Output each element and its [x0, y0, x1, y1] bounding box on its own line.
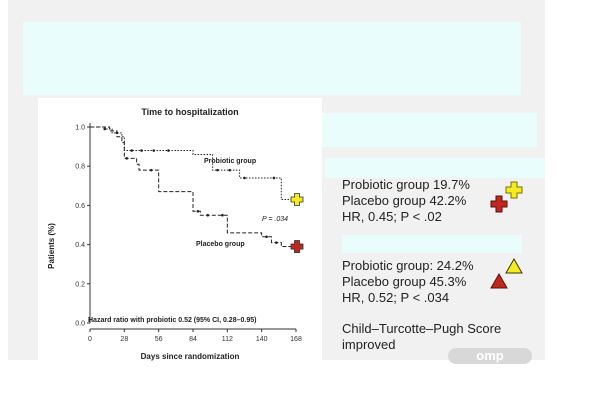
result2-probiotic: Probiotic group: 24.2% [342, 258, 474, 273]
chart-title: Time to hospitalization [141, 107, 238, 117]
y-tick-label: 0.6 [75, 203, 85, 210]
censor-mark [206, 213, 210, 217]
censor-mark [275, 241, 278, 244]
section-band-2 [342, 235, 522, 253]
censor-mark [228, 168, 232, 172]
red-triangle-shape [490, 273, 508, 289]
yellow-triangle-icon [505, 258, 523, 274]
yellow-cross-icon [505, 181, 523, 199]
x-tick-label: 112 [222, 336, 233, 343]
placebo-end-marker [290, 240, 304, 253]
red-triangle-icon [490, 273, 508, 289]
x-tick-label: 0 [88, 336, 92, 343]
censor-mark [150, 168, 153, 172]
censor-mark [140, 149, 143, 152]
series-line-placebo [90, 126, 296, 248]
p-value-annotation: P = .034 [262, 216, 288, 223]
censor-mark [152, 149, 156, 152]
result1-probiotic: Probiotic group 19.7% [342, 177, 470, 192]
yellow-cross-shape [505, 181, 523, 199]
x-tick-label: 28 [120, 336, 128, 343]
ctp-improved: Child–Turcotte–Pugh Score improved [342, 321, 502, 352]
result2-hr: HR, 0.52; P < .034 [342, 290, 450, 305]
subheader-band [302, 113, 537, 147]
censor-mark [272, 176, 276, 180]
result2-placebo: Placebo group 45.3% [342, 274, 467, 289]
censor-mark [265, 235, 268, 239]
series-line-probiotic [90, 126, 296, 201]
x-tick-label: 84 [189, 336, 197, 343]
censor-mark [196, 209, 200, 213]
x-tick-label: 168 [290, 336, 302, 343]
header-band [23, 22, 521, 95]
result1-placebo: Placebo group 42.2% [342, 193, 467, 208]
hazard-ratio-annotation: Hazard ratio with probiotic 0.52 (95% CI… [88, 317, 256, 324]
km-chart-svg: Time to hospitalization Days since rando… [47, 107, 304, 361]
section-band-1 [325, 158, 545, 178]
y-tick-label: 0.0 [75, 321, 85, 328]
watermark-logo: omp [448, 348, 532, 364]
y-tick-label: 0.2 [75, 281, 85, 288]
result1-hr: HR, 0.45; P < .02 [342, 209, 442, 224]
y-tick-label: 0.4 [75, 242, 85, 249]
censor-mark [130, 149, 133, 152]
red-cross-icon [490, 195, 508, 213]
censor-mark [216, 168, 219, 172]
censor-mark [243, 176, 246, 180]
y-tick-label: 0.8 [75, 164, 85, 171]
censor-mark [167, 149, 170, 152]
censor-mark [125, 157, 129, 160]
x-tick-label: 56 [155, 336, 163, 343]
probiotic-end-marker [290, 193, 304, 206]
yellow-triangle-shape [505, 258, 523, 274]
censor-mark [103, 127, 107, 131]
y-tick-label: 1.0 [75, 125, 85, 132]
series-label-placebo: Placebo group [196, 241, 245, 248]
censor-mark [221, 213, 224, 217]
x-axis-label: Days since randomization [141, 352, 240, 361]
km-chart: Time to hospitalization Days since rando… [38, 98, 322, 366]
x-tick-label: 140 [256, 336, 268, 343]
red-cross-shape [490, 195, 508, 213]
y-axis-label: Patients (%) [47, 223, 56, 269]
series-label-probiotic: Probiotic group [204, 158, 256, 165]
